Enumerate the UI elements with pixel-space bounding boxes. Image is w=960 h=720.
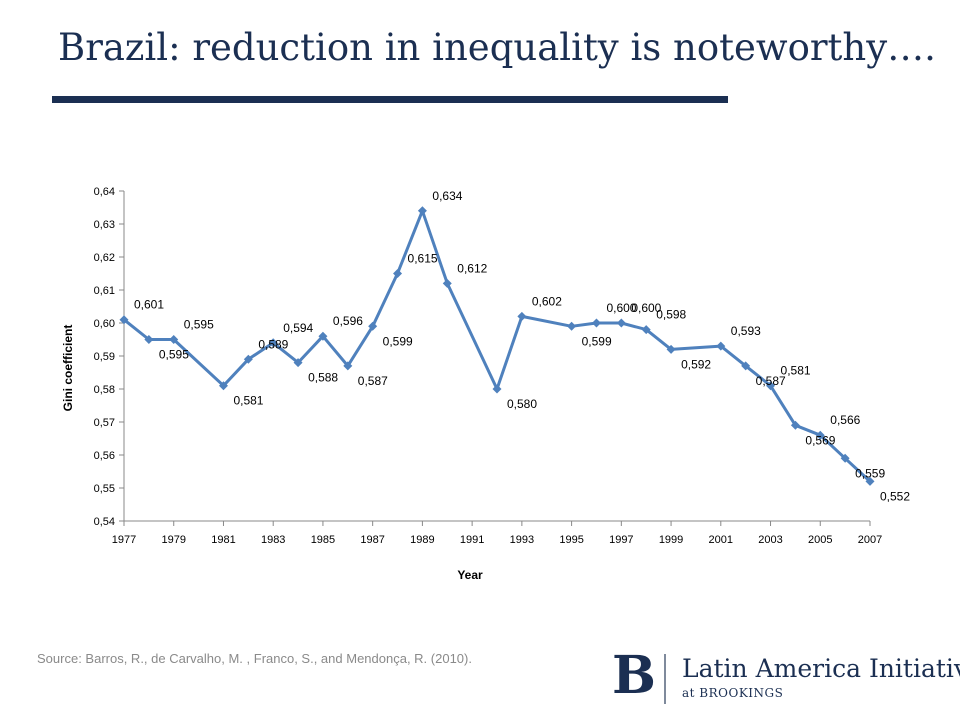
x-tick-label: 2007 [858,534,882,546]
data-label: 0,581 [233,394,263,408]
data-point [268,338,278,348]
x-tick-label: 2001 [709,534,733,546]
y-tick-label: 0,59 [94,351,115,363]
data-point [417,206,427,216]
data-point [790,420,800,430]
data-label: 0,600 [631,301,661,315]
data-label: 0,599 [582,334,612,348]
data-markers [119,206,875,486]
x-tick-label: 1977 [112,534,136,546]
data-point [517,311,527,321]
data-label: 0,595 [159,348,189,362]
x-tick-label: 1987 [360,534,384,546]
x-tick-label: 1979 [161,534,185,546]
data-point [169,335,179,344]
data-point [343,361,353,371]
x-tick-label: 2005 [808,534,832,546]
x-tick-labels: 1977 1979 1981 1983 1985 1987 1989 1991 1993 1995… [112,534,882,546]
data-point [741,361,751,371]
data-label: 0,552 [880,489,910,503]
chart-axes [119,190,871,526]
y-axis-title: Gini coefficient [61,325,75,412]
data-point [840,453,850,463]
logo-mark: B [612,645,656,706]
y-tick-label: 0,62 [94,252,115,264]
data-point [766,381,776,391]
data-point [119,315,129,325]
data-label: 0,569 [805,433,835,447]
x-tick-label: 1981 [211,534,235,546]
data-label: 0,587 [756,374,786,388]
data-label: 0,615 [408,252,438,266]
y-tick-labels: 0,54 0,55 0,56 0,57 0,58 0,59 0,60 0,61 0,62 0,63… [94,186,115,528]
data-point [641,325,651,335]
x-tick-label: 1995 [559,534,583,546]
data-label: 0,587 [358,374,388,388]
data-label: 0,592 [681,357,711,371]
source-note: Source: Barros, R., de Carvalho, M. , Fr… [37,651,472,666]
data-label: 0,602 [532,294,562,308]
data-point [442,278,452,288]
y-tick-label: 0,64 [94,186,115,198]
data-label: 0,599 [383,334,413,348]
data-point [318,331,328,341]
data-point [567,321,577,331]
brookings-logo: B Latin America Initiative at BROOKINGS [612,646,960,708]
logo-divider [664,654,666,704]
y-tick-label: 0,55 [94,483,115,495]
data-labels: 0,601 0,595 0,595 0,581 0,589 0,594 0,588 0,596… [134,189,910,504]
logo-name: Latin America Initiative [682,654,960,683]
data-label: 0,593 [731,324,761,338]
data-label: 0,566 [830,413,860,427]
data-label: 0,600 [606,301,636,315]
data-label: 0,612 [457,261,487,275]
data-label: 0,634 [432,189,462,203]
logo-subtitle: at BROOKINGS [682,686,784,700]
data-label: 0,580 [507,397,537,411]
data-label: 0,595 [184,318,214,332]
x-tick-label: 1991 [460,534,484,546]
data-point [368,321,378,331]
y-tick-label: 0,63 [94,219,115,231]
x-tick-label: 1993 [510,534,534,546]
data-point [293,358,303,368]
data-point [591,318,601,328]
x-axis-title: Year [457,568,483,582]
data-label: 0,594 [283,321,313,335]
data-label: 0,601 [134,298,164,312]
y-tick-label: 0,54 [94,516,115,528]
data-label: 0,596 [333,314,363,328]
x-tick-label: 1989 [410,534,434,546]
x-tick-label: 1999 [659,534,683,546]
x-tick-label: 1985 [311,534,335,546]
data-point [865,476,875,486]
x-tick-label: 1983 [261,534,285,546]
y-tick-label: 0,58 [94,384,115,396]
x-tick-label: 1997 [609,534,633,546]
y-tick-label: 0,61 [94,285,115,297]
data-label: 0,581 [781,364,811,378]
data-point [815,430,825,440]
x-tick-label: 2003 [758,534,782,546]
y-tick-label: 0,57 [94,417,115,429]
series-line-gini [123,209,872,483]
data-label: 0,589 [258,337,288,351]
data-point [716,341,726,351]
title-underline [52,96,728,103]
gini-line-chart: 0,54 0,55 0,56 0,57 0,58 0,59 0,60 0,61 0,62 0,63… [61,186,910,582]
data-point [393,269,403,278]
y-tick-label: 0,60 [94,318,115,330]
data-point [666,344,676,354]
slide-title: Brazil: reduction in inequality is notew… [58,26,936,69]
data-point [616,318,626,328]
data-point [144,335,154,344]
data-label: 0,559 [855,466,885,480]
data-point [492,384,502,394]
data-label: 0,598 [656,308,686,322]
y-tick-label: 0,56 [94,450,115,462]
data-point [218,381,228,391]
data-label: 0,588 [308,371,338,385]
data-point [243,354,253,364]
